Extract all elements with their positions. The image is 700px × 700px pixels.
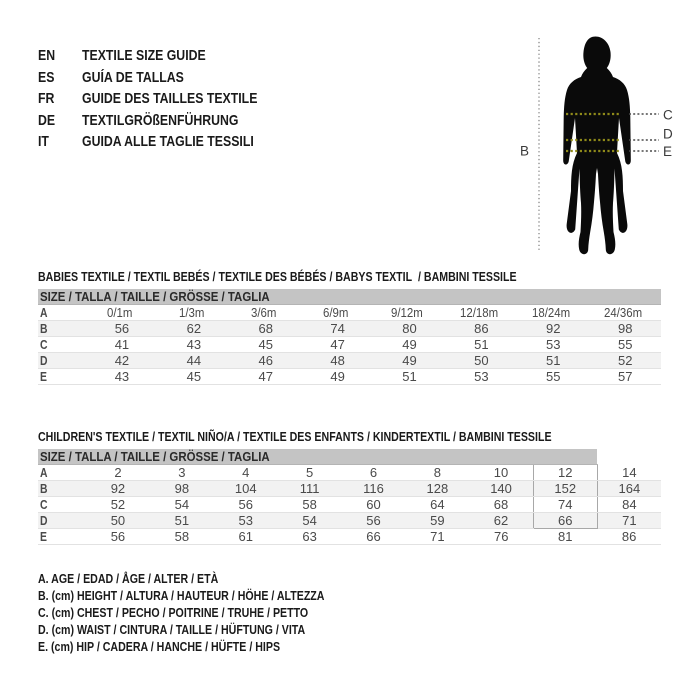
svg-text:B: B	[520, 144, 529, 159]
svg-text:E: E	[663, 144, 672, 159]
svg-text:D: D	[663, 127, 673, 142]
svg-text:C: C	[663, 108, 673, 123]
